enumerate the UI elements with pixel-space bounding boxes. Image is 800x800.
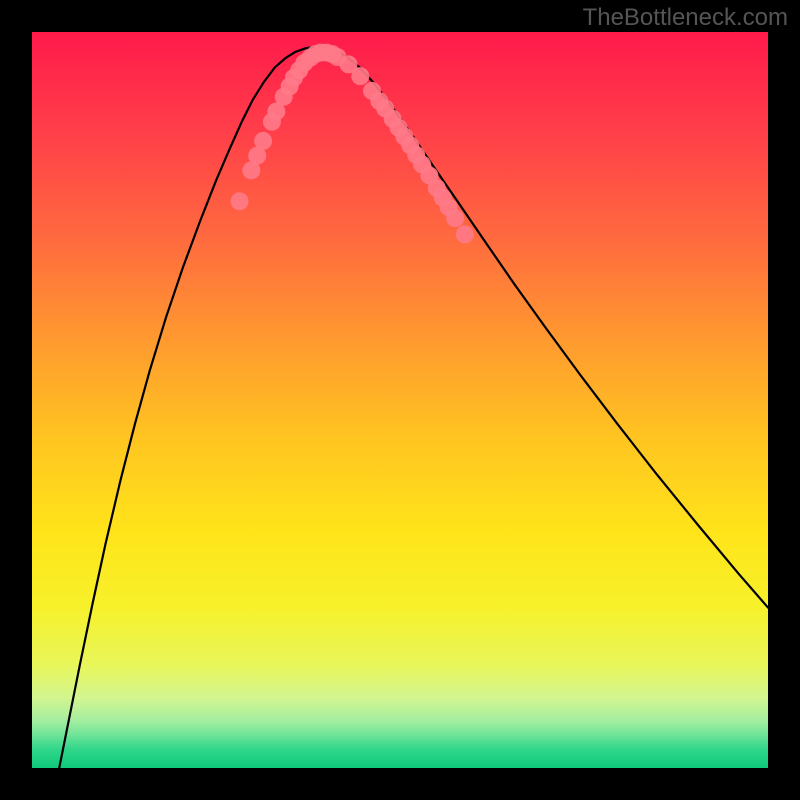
watermark-text: TheBottleneck.com	[583, 4, 788, 32]
plot-area	[32, 32, 768, 768]
chart-frame: TheBottleneck.com	[0, 0, 800, 800]
